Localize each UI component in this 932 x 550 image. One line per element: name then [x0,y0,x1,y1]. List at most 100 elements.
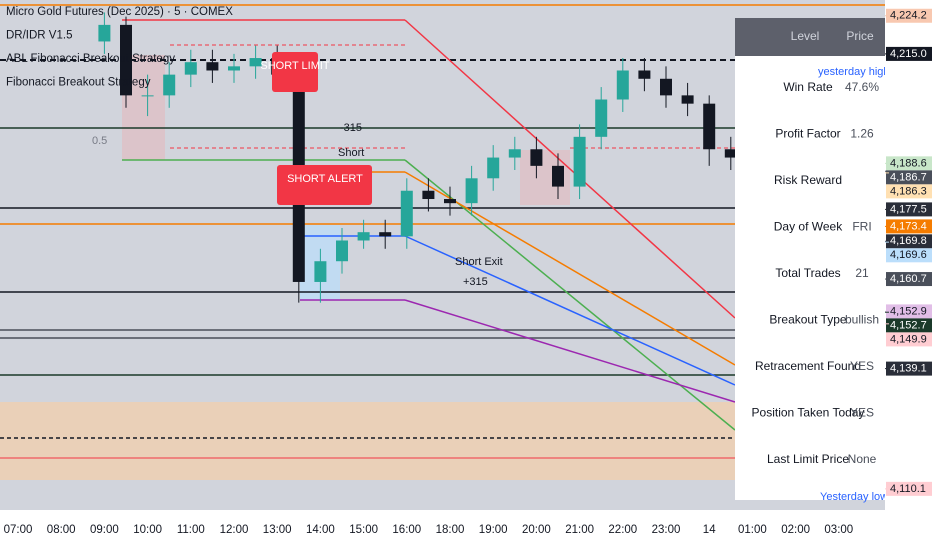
x-tick-label: 03:00 [824,524,853,536]
price-label: 4,215.0 [890,48,927,60]
candle-body [703,103,716,150]
annotation: 0.5 [92,135,107,147]
candle-body [228,66,240,71]
table-cell: Position Taken Today [752,406,865,420]
x-tick-label: 22:00 [608,524,637,536]
price-label: 4,149.9 [890,333,927,345]
candle-body [660,78,672,96]
candle-body [508,149,521,158]
legend: Micro Gold Futures (Dec 2025) · 5 · COME… [6,6,233,89]
price-label-bg [886,202,932,217]
price-label: 4,186.7 [890,171,927,183]
table-cell: 21 [855,266,869,280]
x-tick-label: 23:00 [652,524,681,536]
x-tick-label: 11:00 [177,524,205,536]
candle-body [379,232,392,237]
table-cell: Retracement Found [755,359,861,373]
table-cell: Day of Week [774,220,843,234]
price-label: 4,110.1 [890,483,926,495]
candle-body [249,58,262,67]
table-header-cell: Level [791,29,820,43]
axes: 07:00 08:00 09:00 10:00 11:00 12:00 13:00 14:00… [4,8,932,536]
price-label-bg [886,184,932,199]
x-tick-label: 12:00 [220,524,249,536]
candle-body [357,232,370,241]
candle-body [120,24,132,96]
candle-body [487,157,500,179]
x-tick-label: 20:00 [522,524,551,536]
legend-text: DR/IDR V1.5 [6,30,72,42]
table: Level Price Win Rate 47.6% Profit Factor 1.26… [752,29,880,466]
annotation: yesterday high [818,66,890,78]
table-cell: YES [850,406,874,420]
price-label-bg [886,219,932,234]
candle-body [141,95,154,97]
price-label-bg [886,361,932,376]
price-label: 4,152.7 [890,319,927,331]
x-tick-label: 15:00 [349,524,378,536]
x-tick-label: 13:00 [263,524,292,536]
price-label: 4,188.6 [890,157,927,169]
legend-text: ABL Fibonacci Breakout Strategy [6,53,175,65]
price-label-bg [886,272,932,287]
table-cell: Last Limit Price [767,452,849,466]
price-label-bg [886,234,932,249]
table-cell: Profit Factor [775,127,840,141]
x-tick-label: 21:00 [565,524,594,536]
price-label-bg [886,156,932,171]
price-label: 4,152.9 [890,305,927,317]
price-label: 4,169.6 [890,249,927,261]
table-cell: Win Rate [783,80,833,94]
x-tick-label: 14:00 [306,524,335,536]
price-label: 4,173.4 [890,220,927,232]
label-box [277,165,372,205]
table-header [735,18,885,56]
legend-text: Micro Gold Futures (Dec 2025) · 5 · COME… [6,6,233,18]
annotation: Short Exit [455,256,503,268]
x-tick-label: 07:00 [4,524,33,536]
price-label-bg [886,46,932,61]
candle-body [400,190,413,237]
table-cell: 1.26 [850,127,874,141]
price-label: 4,186.3 [890,185,927,197]
candle-body [465,178,478,204]
candle-body [681,95,694,104]
annotation: SHORT ALERT [287,173,363,185]
legend-text: Fibonacci Breakout Strategy [6,77,151,89]
table-header-cell: Price [846,29,874,43]
candle-body [573,136,586,187]
table-cell: bullish [845,313,879,327]
x-tick-label: 18:00 [436,524,465,536]
candle-body [616,70,629,100]
price-label-bg [886,304,932,319]
candle-body [314,261,327,282]
annotation: Short [338,147,364,159]
candle-body [530,149,543,166]
candle-body [422,190,435,200]
x-tick-label: 08:00 [47,524,76,536]
table-cell: Total Trades [775,266,840,280]
price-label: 4,160.7 [890,273,927,285]
price-label: 4,224.2 [890,10,927,22]
x-tick-label: 02:00 [781,524,810,536]
stats-table [735,18,885,500]
table-cell: None [848,452,877,466]
x-tick-label: 14 [703,524,716,536]
candle-body [184,62,197,75]
table-cell: FRI [852,220,871,234]
price-label: 4,169.8 [890,235,927,247]
price-label-bg [886,481,932,496]
annotation: Yesterday low [820,491,888,503]
price-label-bg [886,248,932,263]
candle-body [163,74,176,96]
price-label: 4,139.1 [890,363,927,375]
candle-body [595,99,608,137]
price-label-bg [886,318,932,333]
annotation: SHORT LIMIT [260,60,330,72]
price-label-bg [886,170,932,185]
x-tick-label: 16:00 [392,524,421,536]
x-tick-label: 09:00 [90,524,119,536]
table-cell: 47.6% [845,80,879,94]
